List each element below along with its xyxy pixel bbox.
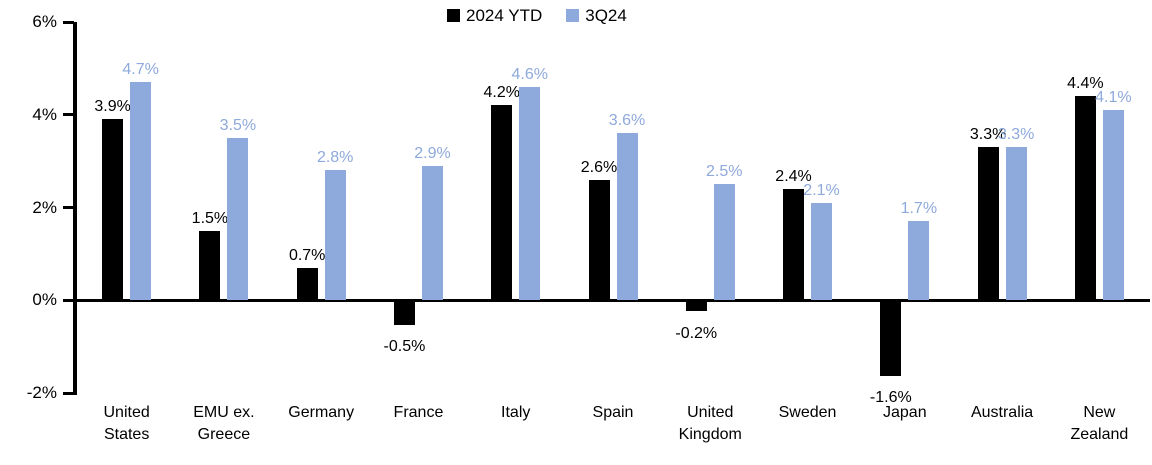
bar-3q24-germany [324, 170, 346, 301]
bar-value-label-3q24-france: 2.9% [414, 144, 451, 162]
bar-value-label-2024-ytd-sweden: 2.4% [775, 167, 812, 185]
bar-value-label-3q24-italy: 4.6% [511, 65, 548, 83]
y-tick [63, 298, 74, 302]
bar-value-label-2024-ytd-new-zealand: 4.4% [1067, 75, 1104, 93]
bar-value-label-2024-ytd-united-kingdom: -0.2% [675, 324, 718, 342]
x-category-label-new-zealand: New Zealand [1070, 404, 1129, 443]
bar-2024-ytd-japan [880, 301, 902, 376]
legend-swatch-2024-ytd-icon [447, 9, 460, 22]
x-category-label-france: France [393, 404, 444, 421]
zero-axis-line [73, 298, 1150, 302]
y-axis-line [73, 22, 77, 395]
bar-2024-ytd-new-zealand [1074, 96, 1096, 301]
bar-value-label-2024-ytd-emu-ex-greece: 1.5% [191, 209, 229, 227]
bar-3q24-emu-ex-greece [227, 137, 249, 301]
bar-2024-ytd-france [393, 301, 415, 325]
plot-area: 3.9% 1.5% 0.7% -0.5% 4.2% 2.6% -0.2% 2.4% -1.6% 3… [63, 20, 1150, 406]
bar-value-label-2024-ytd-germany: 0.7% [288, 246, 326, 264]
bar-2024-ytd-australia [977, 147, 999, 301]
y-tick [63, 113, 74, 117]
bar-2024-ytd-germany [296, 267, 318, 301]
bar-value-label-2024-ytd-italy: 4.2% [483, 84, 520, 102]
x-category-label-japan: Japan [883, 404, 927, 421]
bar-value-label-2024-ytd-france: -0.5% [383, 338, 426, 356]
bar-3q24-japan [908, 221, 930, 301]
x-category-label-spain: Spain [592, 404, 634, 421]
bar-value-label-3q24-japan: 1.7% [900, 200, 938, 218]
y-tick [63, 206, 74, 209]
legend-label-2024-ytd: 2024 YTD [466, 6, 543, 25]
legend-item-2024-ytd: 2024 YTD [447, 7, 542, 24]
y-tick-label: 4% [32, 104, 57, 124]
bar-value-label-3q24-united-states: 4.7% [122, 61, 159, 79]
bar-3q24-france [421, 165, 443, 301]
bar-value-label-2024-ytd-united-states: 3.9% [94, 98, 131, 116]
x-category-label-united-kingdom: United Kingdom [678, 404, 742, 443]
x-category-label-sweden: Sweden [778, 404, 837, 421]
bar-2024-ytd-united-kingdom [685, 301, 707, 312]
bar-value-label-3q24-emu-ex-greece: 3.5% [219, 116, 257, 134]
bar-2024-ytd-italy [491, 105, 513, 301]
legend-label-3q24: 3Q24 [585, 6, 627, 25]
bar-value-label-3q24-sweden: 2.1% [803, 181, 840, 199]
bar-3q24-australia [1005, 147, 1027, 301]
bar-3q24-sweden [811, 202, 833, 301]
x-category-label-united-states: United States [103, 404, 150, 443]
x-category-label-germany: Germany [288, 404, 355, 421]
bar-value-label-3q24-germany: 2.8% [316, 149, 354, 167]
x-category-label-italy: Italy [501, 404, 531, 421]
chart-legend: 2024 YTD 3Q24 [447, 7, 627, 24]
legend-item-3q24: 3Q24 [566, 7, 627, 24]
y-tick-label: 0% [32, 290, 57, 310]
bar-value-label-3q24-new-zealand: 4.1% [1095, 89, 1132, 107]
bar-value-label-2024-ytd-spain: 2.6% [580, 158, 618, 176]
y-tick-label: 2% [32, 197, 57, 217]
bar-3q24-new-zealand [1102, 110, 1124, 301]
y-axis-labels: 6% 4% 2% 0% -2% [0, 0, 57, 465]
bar-2024-ytd-united-states [102, 119, 124, 301]
y-tick-label: 6% [32, 12, 57, 31]
x-category-label-emu-ex-greece: EMU ex. Greece [193, 404, 255, 443]
x-category-label-australia: Australia [970, 404, 1034, 421]
bar-3q24-united-states [130, 82, 152, 301]
bar-3q24-italy [519, 86, 541, 301]
y-tick [63, 391, 74, 395]
bar-value-label-2024-ytd-japan: -1.6% [869, 389, 912, 407]
bar-value-label-3q24-spain: 3.6% [608, 112, 646, 130]
bar-2024-ytd-emu-ex-greece [199, 230, 221, 301]
bar-value-label-2024-ytd-australia: 3.3% [969, 126, 1007, 144]
y-tick [63, 20, 74, 24]
bar-value-label-3q24-australia: 3.3% [997, 126, 1035, 144]
x-axis-labels: United States EMU ex. Greece Germany France… [78, 402, 1148, 462]
bar-3q24-spain [616, 133, 638, 301]
bar-3q24-united-kingdom [713, 184, 735, 301]
legend-swatch-3q24-icon [566, 9, 580, 22]
bar-value-label-3q24-united-kingdom: 2.5% [706, 163, 743, 181]
bar-2024-ytd-spain [588, 179, 610, 301]
y-tick-label: -2% [26, 383, 57, 402]
bar-2024-ytd-sweden [783, 188, 805, 301]
